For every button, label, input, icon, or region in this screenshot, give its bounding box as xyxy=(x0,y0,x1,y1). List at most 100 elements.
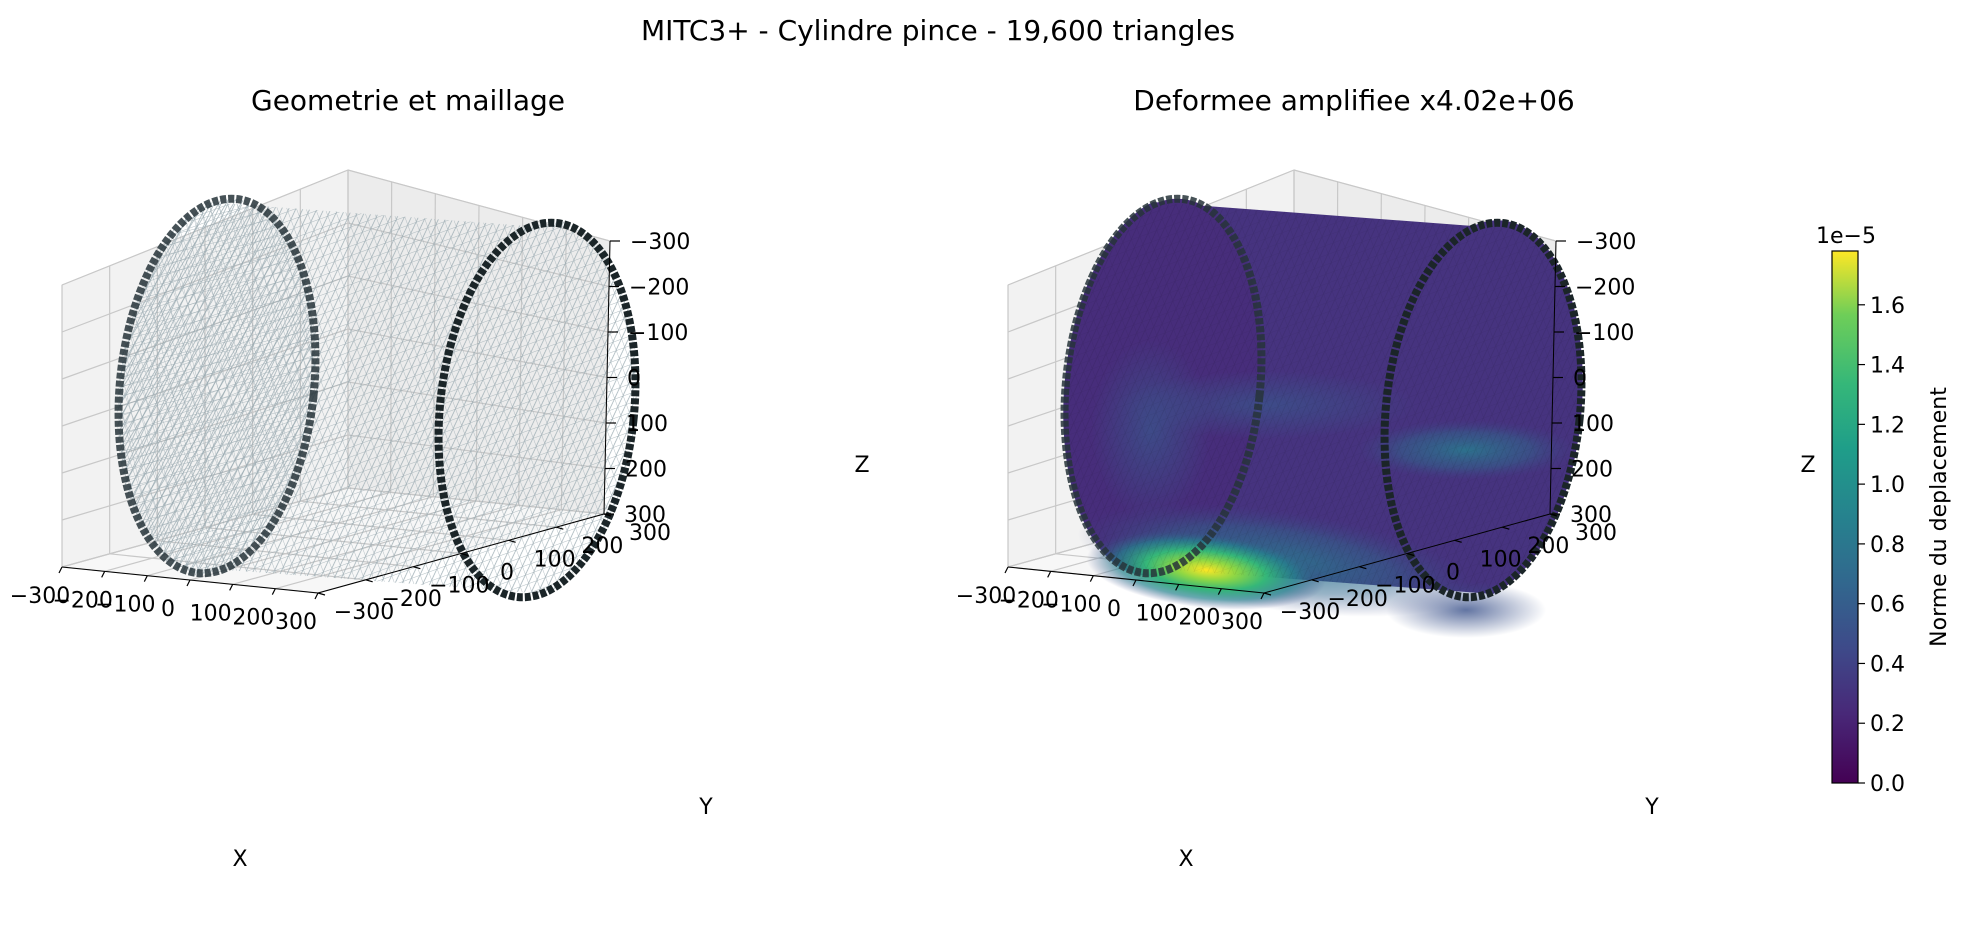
y-tick-mark xyxy=(365,579,373,583)
x-tick-mark xyxy=(143,575,148,582)
y-tick-mark xyxy=(317,592,326,596)
y-tick-mark xyxy=(1359,566,1367,570)
x-tick-mark xyxy=(1047,571,1052,578)
x-tick-mark xyxy=(1132,579,1137,587)
x-tick-label: 100 xyxy=(190,601,232,626)
y-tick-label: 0 xyxy=(1446,561,1460,586)
colorbar: 0.0 0.2 0.4 0.6 0.8 1.0 1.2 1.4 1.6 1e−5 Norme du … xyxy=(1816,224,1952,797)
x-tick-mark xyxy=(1217,588,1222,595)
x-tick-label: 300 xyxy=(275,610,317,635)
x-axis-label: X xyxy=(1178,847,1193,872)
figure-title: MITC3+ - Cylindre pince - 19,600 triangl… xyxy=(641,14,1235,47)
y-tick-mark xyxy=(1311,579,1319,583)
x-tick-mark xyxy=(229,584,234,591)
colorbar-tick-label: 0.4 xyxy=(1870,652,1905,677)
y-tick-label: −100 xyxy=(1375,574,1435,599)
y-tick-mark xyxy=(508,539,516,543)
x-tick-label: −100 xyxy=(95,593,155,618)
x-tick-label: −200 xyxy=(52,588,112,613)
y-tick-label: −300 xyxy=(334,600,394,625)
z-tick-label: 0 xyxy=(1573,367,1587,392)
colorbar-tick-label: 0.8 xyxy=(1870,533,1905,558)
x-tick-label: 100 xyxy=(1136,601,1178,626)
z-tick-label: −100 xyxy=(1574,321,1634,346)
y-tick-mark xyxy=(1454,539,1462,543)
y-tick-mark xyxy=(460,552,469,557)
x-tick-label: −100 xyxy=(1041,593,1101,618)
x-axis: −300−200−100 0 100 200 300 X xyxy=(10,566,319,872)
panel-deformed: Deformee amplifiee x4.02e+06−300−200−100… xyxy=(956,84,1816,872)
colorbar-tick-label: 1.6 xyxy=(1870,294,1905,319)
x-tick-mark xyxy=(1089,575,1094,582)
z-tick-label: 100 xyxy=(626,412,668,437)
z-axis: 300 200 100 0 −100 −200 −300 Z xyxy=(1549,230,1816,528)
y-tick-label: 300 xyxy=(1575,521,1617,546)
y-tick-label: −100 xyxy=(429,574,489,599)
colorbar-tick-label: 0.2 xyxy=(1870,712,1905,737)
z-tick-label: −300 xyxy=(630,230,690,255)
x-tick-label: 200 xyxy=(232,606,274,631)
x-axis: −300−200−100 0 100 200 300 X xyxy=(956,566,1265,872)
panel-geometry: Geometrie et maillage−300−200−100 0 100 200… xyxy=(10,84,870,872)
colorbar-label: Norme du deplacement xyxy=(1927,387,1952,647)
x-tick-label: −300 xyxy=(956,584,1016,609)
colorbar-tick-label: 1.4 xyxy=(1870,354,1905,379)
colorbar-tick-label: 1.0 xyxy=(1870,473,1905,498)
x-tick-mark xyxy=(271,588,276,595)
colorbar-tick-label: 0.0 xyxy=(1870,772,1905,797)
colorbar-gradient xyxy=(1831,250,1859,784)
y-axis-label: Y xyxy=(1644,795,1659,820)
colorbar-tick-label: 0.6 xyxy=(1870,593,1905,618)
y-axis-label: Y xyxy=(698,795,713,820)
y-tick-label: 300 xyxy=(629,521,671,546)
x-axis-label: X xyxy=(232,847,247,872)
z-tick-label: −100 xyxy=(628,321,688,346)
boundary-nodes-right xyxy=(1380,218,1586,602)
z-tick-label: 300 xyxy=(624,503,666,528)
y-tick-label: 100 xyxy=(534,547,576,572)
z-axis-label: Z xyxy=(1800,453,1815,478)
subplot-title: Deformee amplifiee x4.02e+06 xyxy=(1133,84,1574,117)
z-tick-label: −200 xyxy=(629,276,689,301)
x-tick-mark xyxy=(1260,592,1265,600)
z-tick-label: 200 xyxy=(1571,458,1613,483)
x-tick-mark xyxy=(101,571,106,578)
x-tick-mark xyxy=(58,566,63,574)
x-tick-mark xyxy=(186,579,191,587)
z-tick-label: 300 xyxy=(1570,503,1612,528)
x-tick-label: 0 xyxy=(161,597,175,622)
y-tick-label: 100 xyxy=(1480,547,1522,572)
y-tick-label: −200 xyxy=(381,587,441,612)
y-tick-label: 0 xyxy=(500,561,514,586)
y-tick-mark xyxy=(1502,526,1510,530)
colorbar-tick-label: 1.2 xyxy=(1870,413,1905,438)
y-tick-mark xyxy=(1263,592,1272,596)
subplot-title: Geometrie et maillage xyxy=(251,84,565,117)
boundary-nodes-left xyxy=(114,194,320,578)
y-tick-label: −200 xyxy=(1327,587,1387,612)
x-tick-label: 200 xyxy=(1178,606,1220,631)
x-tick-label: 0 xyxy=(1107,597,1121,622)
z-tick-label: 200 xyxy=(625,458,667,483)
mesh-surface xyxy=(117,198,637,594)
y-tick-label: 200 xyxy=(581,534,623,559)
deformed-surface xyxy=(1063,198,1583,638)
z-tick-label: −300 xyxy=(1576,230,1636,255)
boundary-nodes-left xyxy=(1060,194,1266,578)
y-tick-mark xyxy=(556,526,564,530)
colorbar-scale-label: 1e−5 xyxy=(1816,224,1876,249)
x-tick-mark xyxy=(1004,566,1009,574)
z-axis-label: Z xyxy=(854,453,869,478)
x-tick-label: −200 xyxy=(998,588,1058,613)
y-tick-label: −300 xyxy=(1280,600,1340,625)
z-tick-label: −200 xyxy=(1575,276,1635,301)
y-tick-mark xyxy=(1406,552,1415,557)
boundary-nodes-right xyxy=(434,218,640,602)
z-tick-label: 100 xyxy=(1572,412,1614,437)
z-tick-label: 0 xyxy=(627,367,641,392)
x-tick-label: −300 xyxy=(10,584,70,609)
x-tick-label: 300 xyxy=(1221,610,1263,635)
